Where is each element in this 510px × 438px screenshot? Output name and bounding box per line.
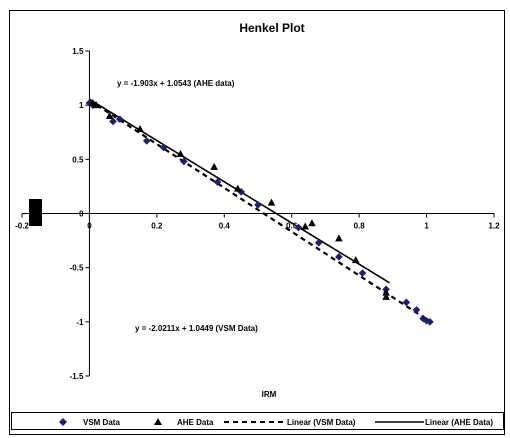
x-tick-label: 0.8 <box>354 222 366 231</box>
vsm-data-point <box>180 157 188 166</box>
legend-diamond-icon <box>59 418 67 426</box>
vsm-equation-annotation: y = -2.0211x + 1.0449 (VSM Data) <box>135 324 258 333</box>
y-tick-label: -1 <box>76 318 84 327</box>
ahe-data-point <box>210 162 218 170</box>
x-tick-label: 0.4 <box>219 222 231 231</box>
vsm-data-point <box>159 143 168 152</box>
y-tick-label: 1.5 <box>72 47 84 56</box>
vsm-data-point <box>142 137 151 145</box>
ahe-data-point <box>351 256 360 264</box>
legend-triangle-icon <box>154 418 162 425</box>
ahe-data-point <box>308 219 316 227</box>
ahe-data-point <box>382 292 390 300</box>
y-tick-label: 0 <box>79 210 84 219</box>
ahe-data-point <box>176 149 185 157</box>
legend-box <box>11 412 504 430</box>
vsm-data-point <box>213 178 222 186</box>
ahe-data-point <box>92 101 100 109</box>
y-axis-label-box <box>29 199 42 226</box>
legend-label-linear-vsm: Linear (VSM Data) <box>287 418 356 427</box>
x-tick-label: -0.2 <box>15 222 29 231</box>
y-tick-label: 1 <box>79 101 84 110</box>
ahe-data-point <box>267 198 276 206</box>
trendline-vsm <box>88 99 431 323</box>
x-tick-labels: -0.2 0 0.2 0.4 0.6 0.8 1 1.2 <box>15 222 500 231</box>
ahe-data-point <box>335 234 343 242</box>
ahe-data-point <box>136 125 144 132</box>
chart-title: Henkel Plot <box>239 21 304 35</box>
vsm-data-point <box>426 318 434 326</box>
vsm-data-point <box>109 117 117 126</box>
ahe-data-point <box>233 184 242 192</box>
y-tick-labels: -1.5 -1 -0.5 0 0.5 1 1.5 <box>70 47 84 381</box>
vsm-data-point <box>115 115 124 124</box>
ahe-equation-annotation: y = -1.903x + 1.0543 (AHE data) <box>117 79 235 88</box>
ahe-data-point <box>105 112 114 119</box>
vsm-data-point <box>402 298 411 307</box>
vsm-data-point <box>335 253 343 261</box>
legend-label-ahe: AHE Data <box>177 418 214 427</box>
x-tick-label: 0 <box>87 222 92 231</box>
x-axis-label: IRM <box>262 390 277 399</box>
vsm-data-point <box>314 238 323 247</box>
legend-label-vsm: VSM Data <box>83 418 120 427</box>
ahe-data-point <box>301 222 309 230</box>
x-tick-label: 0.2 <box>151 222 163 231</box>
data-points <box>85 99 434 326</box>
x-tick-label: 1 <box>424 222 429 231</box>
vsm-data-point <box>254 201 262 209</box>
vsm-data-point <box>412 306 421 314</box>
chart-area <box>9 10 505 435</box>
legend-item-linear-vsm: Linear (VSM Data) <box>224 418 356 427</box>
legend-item-linear-ahe: Linear (AHE Data) <box>375 418 493 427</box>
legend-item-vsm: VSM Data <box>59 418 120 427</box>
legend-label-linear-ahe: Linear (AHE Data) <box>425 418 493 427</box>
trendlines <box>88 98 431 323</box>
y-tick-label: 0.5 <box>72 155 84 164</box>
legend: VSM Data AHE Data Linear (VSM Data) Line… <box>59 418 493 427</box>
vsm-data-point <box>358 269 367 277</box>
y-tick-label: -1.5 <box>70 372 84 381</box>
y-tick-label: -0.5 <box>70 264 84 273</box>
legend-item-ahe: AHE Data <box>154 418 214 427</box>
vsm-data-point <box>294 223 303 232</box>
x-tick-label: 1.2 <box>488 222 500 231</box>
x-tick-label: 0.6 <box>286 222 298 231</box>
ahe-data-point <box>382 288 390 296</box>
